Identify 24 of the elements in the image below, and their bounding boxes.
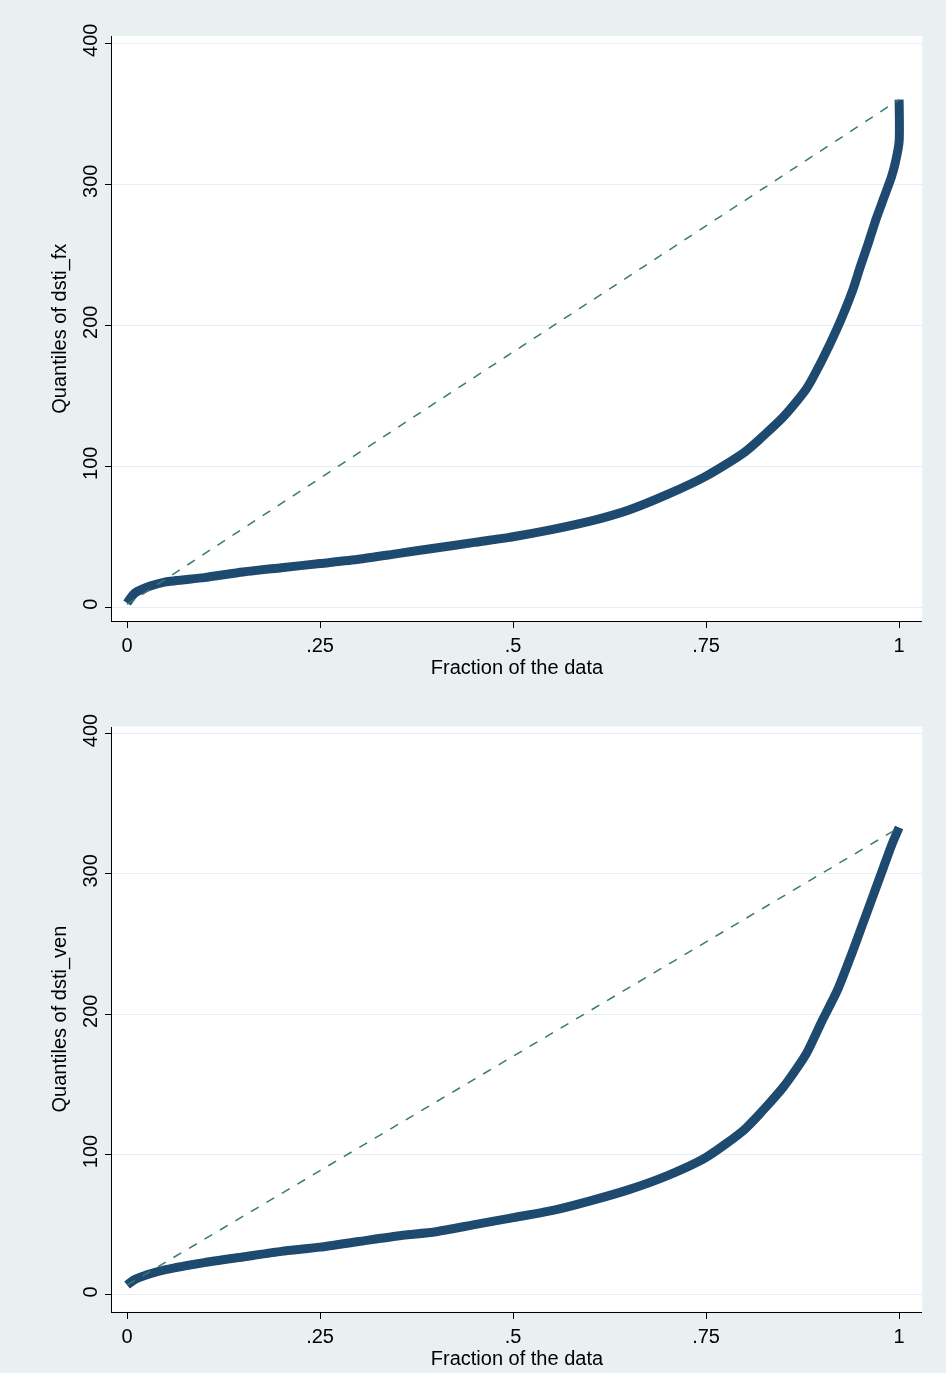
y-tick-label: 0	[78, 598, 101, 610]
y-tick-label: 0	[78, 1286, 101, 1298]
x-axis-title: Fraction of the data	[430, 656, 604, 679]
x-tick-label: .75	[692, 1324, 720, 1347]
y-tick-label: 400	[78, 713, 101, 748]
y-tick-label: 100	[78, 446, 101, 480]
x-tick-label: .25	[306, 634, 334, 657]
y-axis-title: Quantiles of dsti_ven	[48, 925, 72, 1113]
x-tick-label: .5	[504, 634, 522, 657]
y-tick-label: 200	[78, 994, 101, 1028]
y-tick-label: 400	[78, 23, 101, 57]
x-tick-label: .75	[692, 634, 720, 657]
y-tick-label: 300	[78, 854, 101, 888]
x-tick-label: 0	[121, 634, 133, 657]
y-tick-label: 300	[78, 164, 101, 198]
x-tick-label: 0	[121, 1324, 133, 1347]
x-tick-label: 1	[893, 634, 905, 657]
x-axis-title: Fraction of the data	[430, 1346, 604, 1369]
x-tick-label: .5	[504, 1324, 522, 1347]
x-tick-label: 1	[893, 1324, 905, 1347]
y-axis-title: Quantiles of dsti_fx	[48, 243, 72, 414]
y-tick-label: 100	[78, 1134, 101, 1169]
x-tick-label: .25	[306, 1324, 334, 1347]
y-tick-label: 200	[78, 305, 101, 339]
